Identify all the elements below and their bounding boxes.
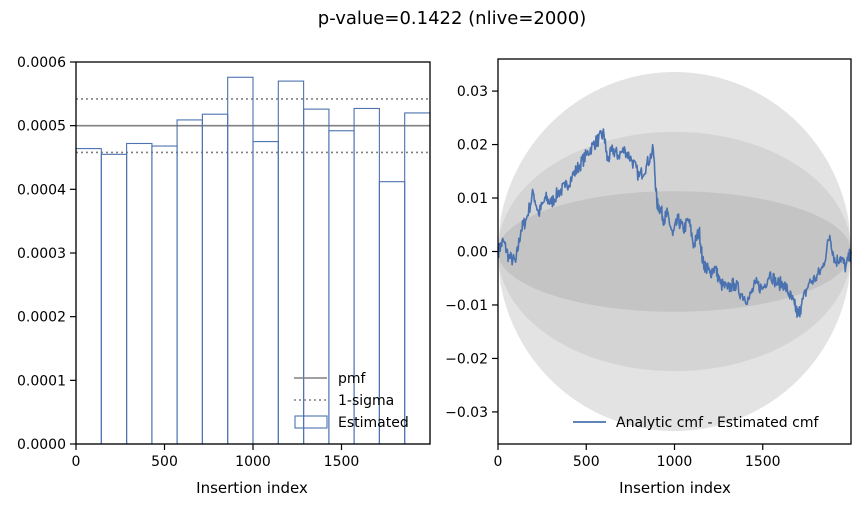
right-x-axis-ticks: 0 500 1000 1500 [494, 444, 781, 470]
x-tick-label: 1000 [657, 454, 693, 470]
left-y-axis-ticks: 0.0000 0.0001 0.0002 0.0003 0.0004 0.0005 0.00… [17, 55, 76, 453]
y-tick-label: 0.01 [457, 191, 488, 207]
legend-estimated-swatch [294, 415, 328, 429]
left-panel: 0 500 1000 1500 0.00000.00010.00020.00030.0… [17, 55, 431, 497]
x-tick-label: 0 [72, 454, 81, 470]
left-x-axis-ticks: 0 500 1000 1500 [72, 444, 360, 470]
x-tick-label: 1000 [235, 454, 271, 470]
y-tick-label: 0.0003 [17, 246, 66, 262]
legend-cmf-difference-label: Analytic cmf - Estimated cmf [616, 415, 819, 431]
y-tick-label: 0.0006 [17, 55, 66, 71]
x-tick-label: 500 [573, 454, 600, 470]
y-tick-label: −0.01 [445, 298, 488, 314]
right-y-axis-ticks: −0.03 −0.02 −0.01 0.00 0.01 0.02 0.03 [445, 84, 498, 421]
x-tick-label: 1500 [324, 454, 360, 470]
figure-title: p-value=0.1422 (nlive=2000) [318, 8, 586, 29]
y-tick-label: 0.0004 [17, 182, 66, 198]
x-tick-label: 1500 [745, 454, 781, 470]
legend-1-sigma-label: 1-sigma [338, 393, 394, 409]
y-tick-label: −0.02 [445, 351, 488, 367]
x-tick-label: 500 [151, 454, 178, 470]
legend-estimated-label: Estimated [338, 415, 409, 431]
left-x-axis-label: Insertion index [196, 479, 308, 497]
right-panel: 0 500 1000 1500 −0.03 −0.02 −0.01 0.00 0.01 0.02… [445, 58, 852, 497]
right-x-axis-label: Insertion index [619, 479, 731, 497]
histogram-plot-area [75, 61, 431, 445]
y-tick-label: −0.03 [445, 405, 488, 421]
y-tick-label: 0.02 [457, 138, 488, 154]
left-legend: pmf 1-sigma Estimated [294, 371, 409, 431]
y-tick-label: 0.0002 [17, 310, 66, 326]
y-tick-label: 0.0000 [17, 437, 66, 453]
cmf-difference-line [497, 128, 852, 318]
sigma-band [497, 191, 852, 312]
y-tick-label: 0.00 [457, 245, 488, 261]
x-tick-label: 0 [494, 454, 503, 470]
right-legend: Analytic cmf - Estimated cmf [573, 415, 819, 431]
y-tick-label: 0.0005 [17, 119, 66, 135]
y-tick-label: 0.03 [457, 84, 488, 100]
y-tick-label: 0.0001 [17, 373, 66, 389]
legend-pmf-label: pmf [338, 371, 367, 387]
cmf-plot-area [497, 58, 852, 445]
